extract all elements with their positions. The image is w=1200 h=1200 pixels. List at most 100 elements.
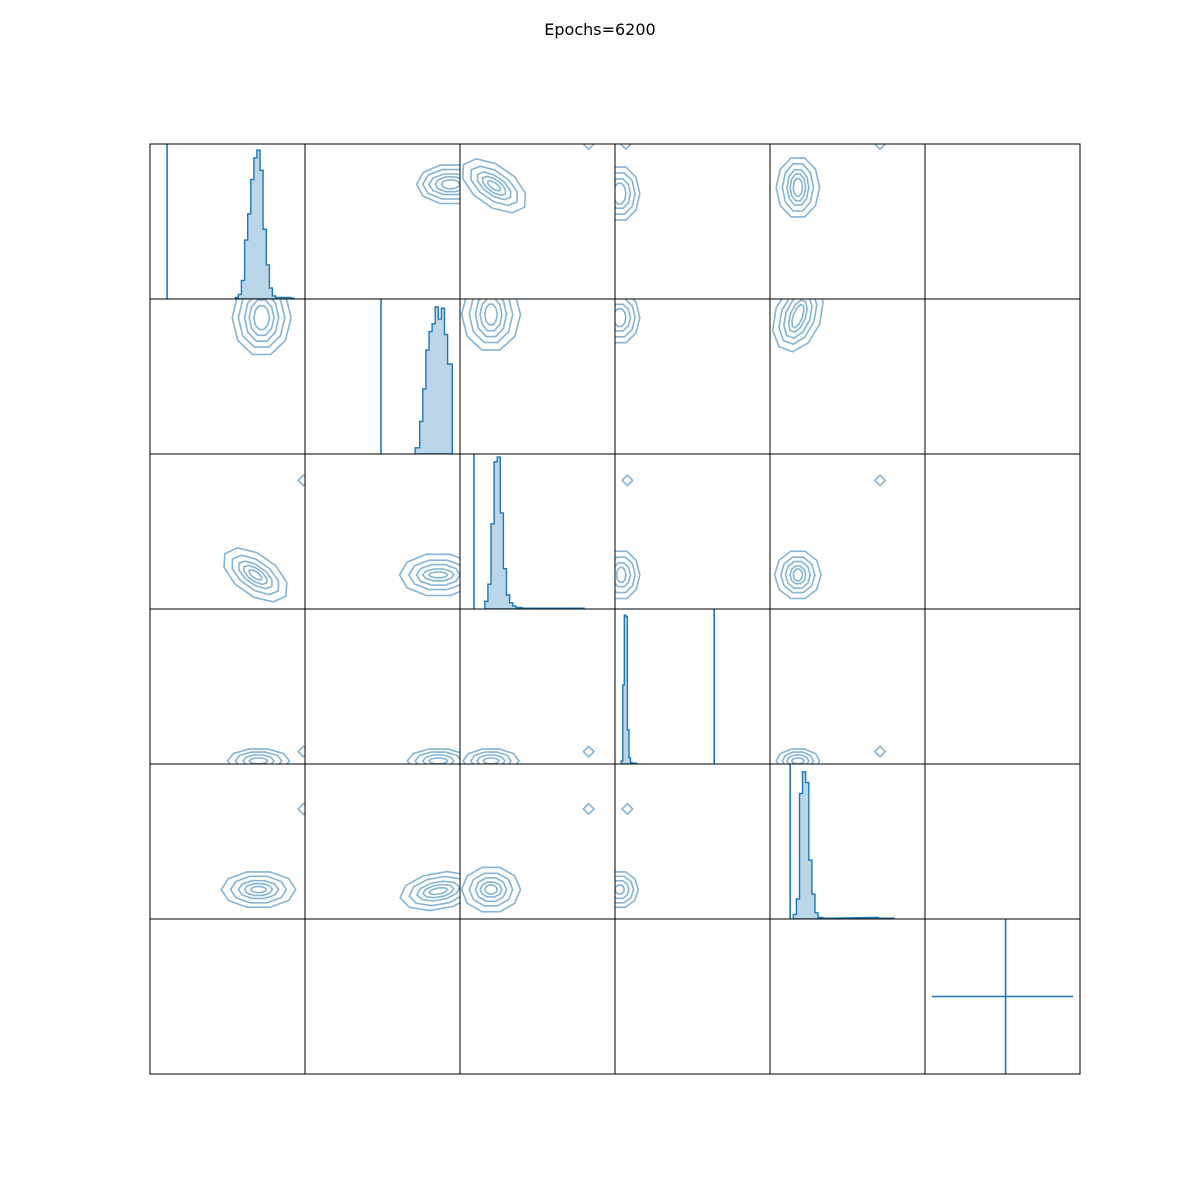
panel-frame — [924, 918, 1081, 1075]
contour-level — [481, 175, 507, 197]
contour-level — [297, 745, 305, 759]
contour-level — [787, 299, 809, 334]
contour-level — [297, 473, 305, 487]
panel-2-3 — [615, 473, 641, 600]
contour-level — [479, 881, 503, 898]
contour-level — [241, 754, 276, 764]
panel-frame — [149, 143, 306, 300]
panel-frame — [614, 608, 771, 765]
contour-level — [615, 562, 632, 588]
contour-level — [778, 299, 818, 346]
contour-level — [229, 875, 288, 904]
contour-level — [474, 876, 508, 903]
histogram-outline — [234, 149, 295, 299]
contour-level — [786, 168, 810, 206]
panel-frame — [459, 608, 616, 765]
contour-level — [468, 299, 514, 344]
contour-level — [223, 547, 288, 603]
contour-level — [615, 556, 637, 594]
contour-level — [873, 473, 887, 487]
panel-frame — [304, 918, 461, 1075]
contour-level — [440, 179, 460, 190]
contour-level — [775, 748, 821, 764]
contour-level — [398, 553, 460, 597]
contour-level — [615, 182, 627, 205]
contour-level — [781, 163, 815, 212]
panel-0-3 — [615, 144, 641, 221]
panel-frame — [149, 453, 306, 610]
contour-level — [786, 754, 810, 764]
panel-4-2 — [460, 802, 596, 913]
panel-frame — [304, 763, 461, 920]
contour-level — [790, 757, 806, 764]
contour-level — [476, 754, 506, 764]
contour-level — [615, 178, 632, 210]
histogram-fill — [235, 150, 295, 299]
contour-level — [582, 745, 596, 759]
contour-level — [248, 757, 269, 764]
panel-frame — [149, 298, 306, 455]
contour-level — [253, 304, 271, 331]
contour-level — [615, 550, 641, 600]
contour-level — [486, 179, 502, 192]
contour-level — [408, 875, 460, 907]
chart-title: Epochs=6200 — [544, 20, 656, 39]
panel-frame — [769, 453, 926, 610]
contour-level — [237, 299, 286, 348]
panel-frame — [924, 453, 1081, 610]
contour-level — [407, 559, 460, 591]
panel-4-4 — [789, 764, 895, 919]
panel-0-1 — [415, 164, 460, 205]
contour-level — [434, 176, 460, 193]
contour-level — [791, 303, 805, 329]
contour-level — [873, 144, 887, 151]
contour-level — [771, 299, 824, 353]
panel-3-4 — [775, 745, 887, 764]
panel-1-3 — [615, 299, 641, 344]
contour-level — [415, 164, 460, 205]
contour-level — [615, 172, 636, 215]
contour-level — [462, 748, 520, 764]
contour-level — [792, 177, 804, 197]
contour-level — [483, 884, 499, 895]
panel-frame — [459, 763, 616, 920]
panel-frame — [614, 143, 771, 300]
contour-level — [243, 882, 274, 897]
contour-level — [479, 299, 503, 332]
contour-level — [234, 751, 283, 764]
contour-level — [782, 299, 813, 339]
panel-frame — [769, 298, 926, 455]
panel-1-0 — [231, 299, 292, 356]
contour-level — [615, 166, 641, 221]
contour-level — [226, 748, 291, 764]
contour-level — [470, 165, 519, 207]
contour-level — [415, 880, 460, 902]
contour-level — [615, 299, 636, 338]
histogram-fill — [621, 615, 637, 764]
panel-frame — [924, 143, 1081, 300]
panel-frame — [769, 143, 926, 300]
contour-level — [249, 885, 268, 894]
contour-level — [789, 173, 807, 202]
panel-frame — [769, 763, 926, 920]
contour-level — [615, 884, 626, 895]
panel-4-3 — [615, 802, 640, 909]
contour-level — [615, 879, 630, 900]
panel-1-2 — [460, 299, 522, 351]
panel-frame — [149, 918, 306, 1075]
contour-level — [789, 565, 807, 585]
contour-level — [476, 171, 512, 201]
contour-level — [220, 871, 297, 909]
contour-level — [773, 550, 822, 600]
contour-level — [243, 299, 280, 343]
contour-level — [619, 144, 633, 151]
panel-frame — [614, 453, 771, 610]
contour-level — [428, 173, 460, 196]
contour-level — [469, 751, 513, 764]
contour-level — [582, 144, 596, 151]
contour-level — [238, 560, 273, 590]
contour-level — [615, 299, 641, 344]
contour-level — [460, 299, 522, 351]
contour-level — [421, 883, 455, 899]
